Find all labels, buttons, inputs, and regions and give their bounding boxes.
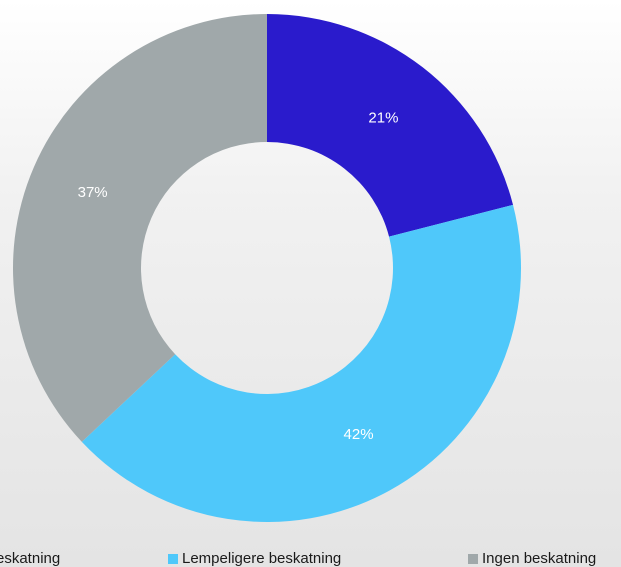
- slice-label-lempeligere-beskatning: 42%: [344, 426, 374, 443]
- slice-beskatning: [267, 14, 514, 237]
- legend-swatch-ingen: [468, 553, 478, 564]
- slice-label-ingen-beskatning: 37%: [78, 184, 108, 201]
- slice-ingen-beskatning: [13, 14, 267, 442]
- legend-swatch-lempeligere: [168, 553, 178, 564]
- slice-label-beskatning: 21%: [368, 109, 398, 126]
- legend-label-ingen-beskatning: Ingen beskatning: [482, 550, 597, 567]
- legend-item-beskatning: eskatning: [0, 550, 60, 567]
- legend: eskatning Lempeligere beskatning Ingen b…: [0, 550, 621, 567]
- legend-item-ingen-beskatning: Ingen beskatning: [468, 550, 596, 567]
- legend-item-lempeligere-beskatning: Lempeligere beskatning: [168, 550, 341, 567]
- slice-lempeligere-beskatning: [81, 204, 522, 523]
- legend-label-lempeligere-beskatning: Lempeligere beskatning: [182, 550, 342, 567]
- legend-label-beskatning: eskatning: [0, 550, 61, 567]
